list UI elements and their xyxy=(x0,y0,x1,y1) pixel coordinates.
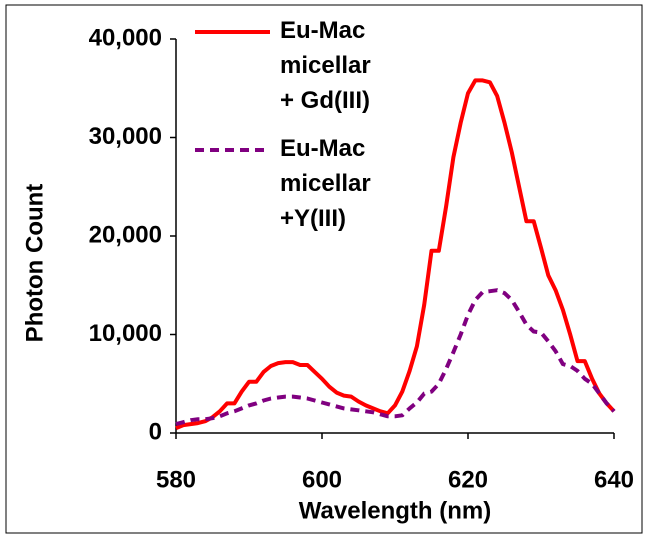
y-tick-label: 30,000 xyxy=(89,123,162,150)
x-tick-label: 620 xyxy=(448,466,488,493)
y-axis-label: Photon Count xyxy=(21,184,48,343)
y-tick-label: 20,000 xyxy=(89,221,162,248)
x-tick-label: 600 xyxy=(302,466,342,493)
x-tick-label: 580 xyxy=(156,466,196,493)
x-tick-label: 640 xyxy=(594,466,634,493)
y-tick-label: 0 xyxy=(149,418,162,445)
legend-label: Eu-Mac micellar + Gd(III) xyxy=(280,17,371,114)
y-tick-label: 10,000 xyxy=(89,320,162,347)
frame xyxy=(5,4,643,534)
x-axis-label: Wavelength (nm) xyxy=(299,497,491,524)
series-line xyxy=(175,78,616,430)
legend-label: Eu-Mac micellar +Y(III) xyxy=(280,135,371,232)
y-tick-label: 40,000 xyxy=(89,24,162,51)
series-line xyxy=(175,288,616,427)
